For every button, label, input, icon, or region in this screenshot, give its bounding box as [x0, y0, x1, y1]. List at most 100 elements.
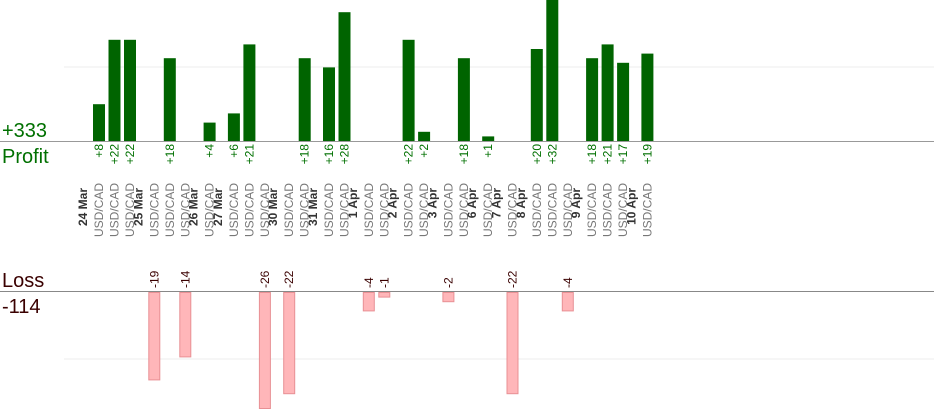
loss-value-label: -22 — [506, 270, 520, 288]
profit-value-label: +21 — [601, 144, 615, 165]
pair-label: USD/CAD — [282, 183, 296, 237]
pair-label: USD/CAD — [258, 183, 272, 237]
pair-label: USD/CAD — [242, 183, 256, 237]
loss-labels: -19 -14 -26 -22 -4 -1 -2 -22 -4 — [147, 270, 575, 288]
loss-bar — [561, 292, 574, 312]
x-axis-labels: USD/CAD USD/CAD USD/CAD USD/CAD USD/CAD USD/C… — [76, 183, 654, 237]
profit-bar — [530, 49, 543, 141]
date-label: 26 Mar — [187, 188, 201, 226]
profit-value-label: +6 — [227, 144, 241, 158]
profit-label: Profit — [2, 146, 49, 168]
pair-label: USD/CAD — [123, 183, 137, 237]
profit-value-label: +4 — [203, 144, 217, 158]
loss-value-label: -14 — [178, 270, 192, 288]
profit-bar — [482, 136, 495, 141]
profit-bar — [323, 67, 335, 141]
profit-value-label: +1 — [481, 144, 495, 158]
profit-bar — [457, 58, 470, 142]
profit-value-label: +32 — [545, 144, 559, 165]
pair-label: USD/CAD — [545, 183, 559, 237]
profit-value-label: +18 — [585, 144, 599, 165]
loss-bar — [442, 292, 455, 303]
loss-bar — [362, 292, 375, 312]
pair-label: USD/CAD — [402, 183, 416, 237]
profit-value-label: +22 — [123, 144, 137, 165]
date-label: 31 Mar — [306, 188, 320, 226]
loss-value-label: -26 — [258, 270, 272, 288]
loss-total: -114 — [2, 296, 41, 318]
date-label: 25 Mar — [131, 188, 145, 226]
date-label: 10 Apr — [624, 188, 638, 225]
date-label: 7 Apr — [490, 188, 504, 219]
pair-label: USD/CAD — [530, 183, 544, 237]
loss-value-label: -22 — [282, 270, 296, 288]
date-label: 27 Mar — [211, 188, 225, 226]
pair-label: USD/CAD — [227, 183, 241, 237]
pair-label: USD/CAD — [640, 183, 654, 237]
loss-value-label: -2 — [441, 277, 455, 288]
profit-value-label: +28 — [338, 144, 352, 165]
profit-bar — [227, 113, 240, 141]
profit-labels: +8 +22 +22 +18 +4 +6 +21 +18 +16 +28 +22 +2 +18 +1 +20… — [92, 144, 654, 165]
loss-bar — [378, 292, 391, 298]
pair-label: USD/CAD — [362, 183, 376, 237]
profit-value-label: +19 — [640, 144, 654, 165]
pair-label: USD/CAD — [92, 183, 106, 237]
loss-value-label: -4 — [561, 277, 575, 288]
pair-label: USD/CAD — [338, 183, 352, 237]
profit-bar — [338, 12, 351, 142]
loss-value-label: -1 — [377, 277, 391, 288]
profit-bar — [203, 122, 216, 141]
pair-label: USD/CAD — [481, 183, 495, 237]
date-label: 3 Apr — [425, 188, 439, 219]
profit-value-label: +17 — [616, 144, 630, 165]
profit-value-label: +18 — [163, 144, 177, 165]
profit-value-label: +20 — [530, 144, 544, 165]
profit-bar — [108, 39, 121, 141]
profit-bar — [546, 0, 559, 141]
loss-value-label: -4 — [362, 277, 376, 288]
date-label: 2 Apr — [386, 188, 400, 219]
profit-value-label: +18 — [457, 144, 471, 165]
profit-bar — [93, 104, 105, 141]
date-label: 8 Apr — [514, 188, 528, 219]
profit-bar — [617, 62, 630, 141]
profit-bar — [641, 53, 654, 141]
gridlines — [64, 66, 934, 360]
profit-bar — [124, 39, 136, 141]
loss-bar — [258, 292, 271, 409]
loss-bars — [148, 292, 574, 409]
loss-bar — [148, 292, 161, 381]
loss-value-label: -19 — [147, 270, 161, 288]
loss-label: Loss — [2, 270, 44, 292]
profit-bar — [586, 58, 599, 142]
pair-label: USD/CAD — [616, 183, 630, 237]
pair-label: USD/CAD — [108, 183, 122, 237]
profit-bar — [601, 44, 614, 141]
profit-total: +333 — [2, 120, 47, 142]
loss-bar — [506, 292, 519, 395]
profit-bar — [243, 44, 256, 141]
profit-bar — [402, 39, 415, 141]
pair-label: USD/CAD — [322, 183, 336, 237]
loss-bar — [179, 292, 192, 358]
profit-value-label: +16 — [322, 144, 336, 165]
pair-label: USD/CAD — [147, 183, 161, 237]
date-label: 30 Mar — [266, 188, 280, 226]
loss-bar — [283, 292, 296, 395]
date-label: 9 Apr — [569, 188, 583, 219]
pair-label: USD/CAD — [506, 183, 520, 237]
pair-label: USD/CAD — [561, 183, 575, 237]
profit-bar — [418, 131, 431, 141]
profit-bar — [163, 58, 176, 142]
profit-value-label: +18 — [298, 144, 312, 165]
pair-label: USD/CAD — [441, 183, 455, 237]
pair-label: USD/CAD — [298, 183, 312, 237]
date-label: 24 Mar — [76, 188, 90, 226]
profit-value-label: +2 — [417, 144, 431, 158]
date-label: 6 Apr — [465, 188, 479, 219]
date-label: 1 Apr — [346, 188, 360, 219]
profit-bar — [298, 58, 311, 142]
pair-label: USD/CAD — [203, 183, 217, 237]
profit-value-label: +22 — [402, 144, 416, 165]
